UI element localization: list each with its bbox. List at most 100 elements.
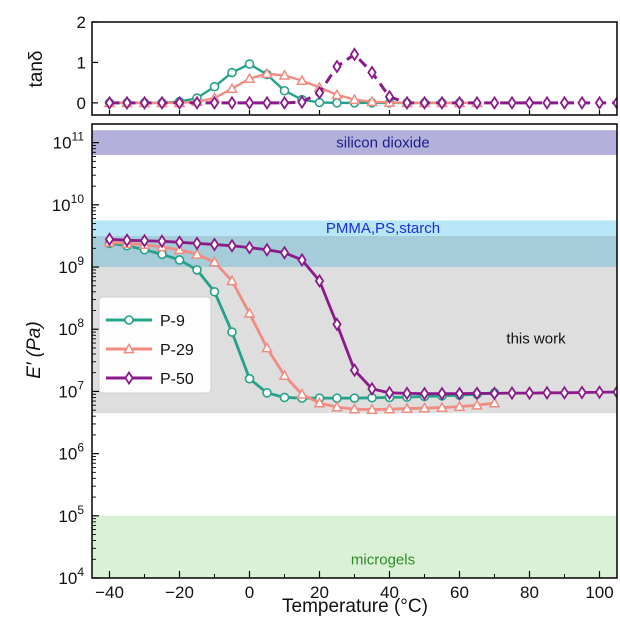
modulus-point-P-29-7 <box>226 274 238 286</box>
band-label-0: silicon dioxide <box>336 135 429 152</box>
tan-delta-point-P-50-11 <box>297 94 307 110</box>
tan-delta-point-P-9-7 <box>227 67 237 78</box>
modulus-point-P-50-18 <box>419 386 430 401</box>
modulus-point-P-50-1 <box>122 233 132 248</box>
modulus-point-P-29-18 <box>418 401 431 413</box>
modulus-point-P-29-9 <box>261 341 273 353</box>
modulus-point-P-50-22 <box>489 386 500 401</box>
modulus-point-P-9-9 <box>262 388 272 398</box>
modulus-point-P-50-19 <box>437 386 447 401</box>
band-label-4: microgels <box>351 551 415 568</box>
modulus-ytick-exp-4: 8 <box>77 316 84 330</box>
tan-delta-point-P-50-5 <box>192 95 202 111</box>
modulus-point-P-50-16 <box>384 385 395 400</box>
modulus-ytick-base-3: 10 <box>58 382 77 401</box>
modulus-ytick-base-4: 10 <box>58 320 77 339</box>
tan-delta-point-P-50-3 <box>157 95 167 111</box>
tan-delta-point-P-50-0 <box>104 95 115 111</box>
modulus-point-P-29-16 <box>383 402 396 414</box>
temperature-xtick-label-0: −40 <box>95 583 124 602</box>
tan-delta-point-P-50-17 <box>402 95 412 111</box>
modulus-point-P-50-23 <box>507 385 517 401</box>
modulus-ytick-label-1: 105 <box>58 503 84 526</box>
modulus-point-P-9-4 <box>174 255 185 265</box>
modulus-point-P-50-10 <box>279 245 290 260</box>
tan-delta-point-P-50-9 <box>262 95 272 111</box>
tan-delta-point-P-50-27 <box>577 95 587 111</box>
temperature-xtick-label-5: 60 <box>450 583 469 602</box>
modulus-point-P-29-19 <box>436 401 448 413</box>
tan-delta-point-P-50-6 <box>209 95 220 111</box>
modulus-point-P-29-15 <box>366 403 378 415</box>
tan-delta-point-P-50-12 <box>314 85 325 100</box>
modulus-ytick-label-6: 1010 <box>52 192 85 215</box>
temperature-xtick-label-2: 0 <box>245 583 254 602</box>
tan-delta-point-P-50-20 <box>454 95 465 111</box>
modulus-ytick-exp-3: 7 <box>77 378 84 392</box>
modulus-point-P-50-7 <box>227 238 237 253</box>
temperature-x-axis-label: Temperature (°C) <box>282 596 428 617</box>
modulus-ytick-base-6: 10 <box>52 196 71 215</box>
tan-delta-point-P-50-14 <box>349 47 360 62</box>
modulus-point-P-29-14 <box>348 402 361 414</box>
band-label-3: this work <box>506 331 566 348</box>
tan-delta-point-P-29-8 <box>243 72 256 84</box>
tan-delta-point-P-9-8 <box>244 59 255 69</box>
modulus-ytick-base-5: 10 <box>58 258 77 277</box>
modulus-point-P-9-7 <box>227 327 237 337</box>
tan-delta-point-P-50-16 <box>384 89 395 104</box>
tan-delta-series-layer <box>103 47 617 111</box>
tan-delta-point-P-50-7 <box>227 95 237 111</box>
tan-delta-point-P-50-18 <box>419 95 430 111</box>
tan-delta-point-P-50-26 <box>559 95 570 111</box>
band-1 <box>92 220 617 236</box>
modulus-series-layer <box>103 232 617 415</box>
modulus-point-P-50-14 <box>349 362 360 378</box>
tan-delta-point-P-29-15 <box>366 95 378 107</box>
tan-delta-point-P-29-7 <box>226 82 238 94</box>
modulus-point-P-50-13 <box>332 317 342 332</box>
modulus-point-P-9-14 <box>349 393 360 403</box>
temperature-xtick-label-7: 100 <box>585 583 613 602</box>
tan-delta-point-P-29-14 <box>348 93 361 105</box>
modulus-point-P-9-6 <box>209 286 220 297</box>
modulus-point-P-50-3 <box>157 234 167 249</box>
tan-delta-point-P-50-15 <box>367 65 377 80</box>
legend-marker-P-29 <box>123 342 135 354</box>
temperature-xtick-label-3: 20 <box>310 583 329 602</box>
modulus-point-P-9-13 <box>332 393 342 403</box>
modulus-point-P-50-12 <box>314 273 325 288</box>
modulus-ytick-exp-6: 10 <box>71 192 85 206</box>
tan-delta-y-ticks: 0 1 2 <box>77 13 98 113</box>
modulus-point-P-50-4 <box>174 235 185 250</box>
modulus-ytick-exp-0: 4 <box>77 565 84 579</box>
tan-delta-ytick-label-1: 1 <box>77 53 86 72</box>
legend: P-9 P-29 P-50 <box>98 296 212 394</box>
temperature-x-ticks: −40 −20 0 20 40 60 80 100 <box>95 571 614 602</box>
legend-marker-P-50 <box>124 370 134 386</box>
tan-delta-point-P-50-22 <box>489 95 500 111</box>
band-4 <box>92 515 617 578</box>
modulus-point-P-50-0 <box>104 232 115 247</box>
modulus-point-P-50-27 <box>577 385 587 400</box>
modulus-point-P-50-9 <box>262 242 272 257</box>
tan-delta-point-P-50-19 <box>437 95 447 111</box>
tan-delta-x-ticks <box>108 110 601 115</box>
modulus-point-P-50-26 <box>559 385 570 400</box>
tan-delta-line-P-29 <box>109 72 477 105</box>
tan-delta-point-P-50-10 <box>279 95 290 111</box>
modulus-point-P-50-8 <box>244 240 255 255</box>
modulus-point-P-50-20 <box>454 386 465 401</box>
legend-marker-P-9 <box>124 315 134 325</box>
tan-delta-point-P-50-1 <box>122 95 132 111</box>
modulus-point-P-50-6 <box>209 237 220 252</box>
modulus-point-P-50-29 <box>612 384 617 400</box>
modulus-point-P-50-17 <box>402 386 412 401</box>
tan-delta-point-P-50-2 <box>139 95 150 111</box>
modulus-ytick-label-0: 104 <box>58 565 84 588</box>
modulus-ytick-base-7: 10 <box>53 134 72 153</box>
modulus-point-P-50-5 <box>192 236 202 251</box>
modulus-point-P-29-17 <box>401 402 413 414</box>
tan-delta-point-P-50-23 <box>507 95 517 111</box>
